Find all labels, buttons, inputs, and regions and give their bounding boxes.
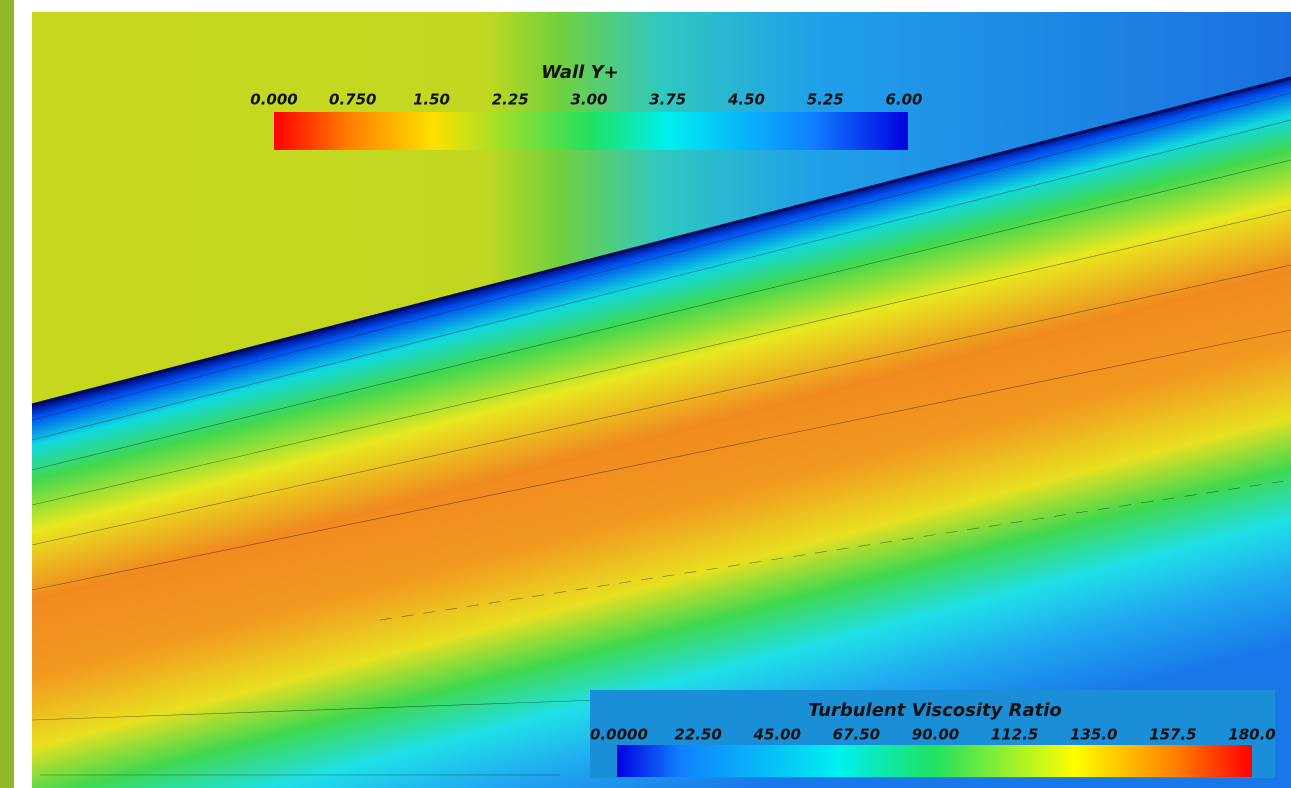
side-bar [0,0,14,788]
wall-y-plus-colorbar [274,112,908,150]
colorbar-tick-label: 6.00 [885,91,922,109]
colorbar-tick-label: 180.0 [1228,726,1275,744]
colorbar-tick-label: 0.000 [250,91,297,109]
colorbar-tick-label: 5.25 [807,91,844,109]
colorbar-tick-label: 67.50 [833,726,880,744]
tvr-colorbar [617,745,1252,777]
colorbar-tick-label: 157.5 [1149,726,1196,744]
colorbar-tick-label: 90.00 [912,726,959,744]
colorbar-tick-label: 3.00 [570,91,607,109]
colorbar-tick-label: 4.50 [727,91,765,109]
colorbar-tick-label: 2.25 [492,91,529,109]
colorbar-tick-label: 22.50 [674,726,721,744]
colorbar-tick-label: 45.00 [753,726,801,744]
colorbar-title: Turbulent Viscosity Ratio [808,700,1062,721]
colorbar-tick-label: 0.0000 [590,726,648,744]
colorbar-tick-label: 1.50 [413,91,450,109]
colorbar-tick-label: 0.750 [329,91,376,109]
colorbar-tick-label: 3.75 [649,91,686,109]
colorbar-title: Wall Y+ [541,62,619,83]
colorbar-tick-label: 112.5 [991,726,1038,744]
colorbar-tick-label: 135.0 [1070,726,1117,744]
visualization: Wall Y+ Turbulent Viscosity Ratio 0.0000… [0,0,1291,788]
